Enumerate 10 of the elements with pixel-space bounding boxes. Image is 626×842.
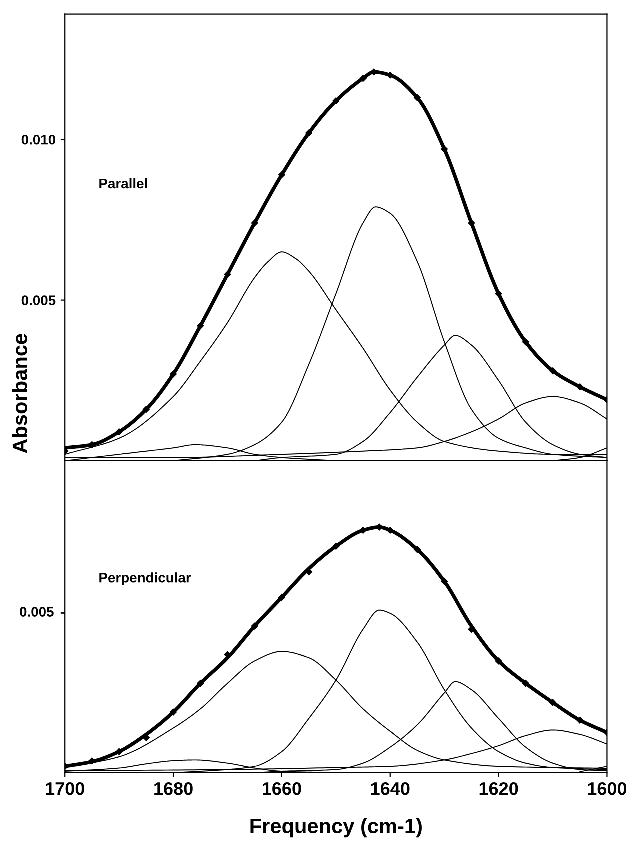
annotation: Parallel <box>100 178 148 189</box>
x-axis-title: Frequency (cm-1) <box>250 818 422 838</box>
x-tick-label: 1700 <box>46 782 84 796</box>
x-tick-label: 1660 <box>263 782 302 796</box>
annotation: Perpendicular <box>100 572 192 586</box>
y-axis-title: Absorbance <box>12 334 28 454</box>
y-tick-label: 0.010 <box>22 134 56 145</box>
x-tick-label: 1620 <box>480 782 518 796</box>
x-tick-label: 1640 <box>371 782 410 796</box>
x-tick-label: 1680 <box>154 782 193 796</box>
